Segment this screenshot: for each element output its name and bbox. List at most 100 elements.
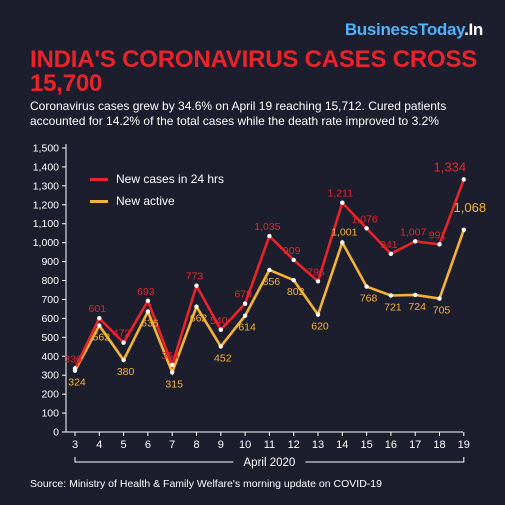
x-tick-label: 13 [312, 439, 324, 451]
legend-item-new-cases: New cases in 24 hrs [90, 168, 224, 190]
data-label-new-cases: 941 [380, 239, 398, 251]
data-label-new-active: 562 [93, 332, 111, 344]
x-tick-label: 16 [385, 439, 397, 451]
data-label-new-active: 662 [190, 313, 208, 325]
data-point-new-cases [194, 283, 199, 288]
y-tick-label: 800 [41, 275, 59, 287]
data-point-new-active [145, 309, 151, 314]
brand-suffix: .In [464, 20, 483, 39]
y-tick-label: 1,300 [33, 180, 59, 192]
x-tick-label: 17 [409, 439, 421, 451]
data-label-new-cases: 1,007 [400, 226, 426, 238]
data-point-new-cases [364, 226, 369, 231]
y-tick-label: 1,000 [33, 237, 59, 249]
y-tick-label: 900 [41, 256, 59, 268]
data-label-new-active: 705 [433, 305, 451, 317]
data-label-new-cases: 1,076 [351, 213, 377, 225]
data-point-new-active [218, 344, 223, 349]
data-point-new-cases [97, 316, 102, 321]
x-tick-label: 18 [433, 439, 445, 451]
data-point-new-cases [413, 239, 418, 244]
data-label-new-cases: 354 [161, 350, 179, 362]
x-tick-label: 19 [458, 439, 470, 451]
data-label-new-cases: 601 [89, 303, 107, 315]
data-label-new-cases: 773 [186, 271, 204, 283]
y-tick-label: 100 [41, 408, 59, 420]
data-point-new-active [121, 357, 126, 363]
y-tick-label: 700 [41, 294, 59, 306]
data-point-new-cases [218, 327, 223, 332]
data-point-new-active [461, 227, 466, 232]
data-point-new-cases [315, 279, 321, 284]
legend-label-new-active: New active [116, 194, 175, 208]
x-axis-label: April 2020 [244, 457, 296, 469]
data-label-new-cases: 472 [113, 328, 131, 340]
data-point-new-cases [121, 340, 126, 345]
data-label-new-active: 315 [165, 378, 183, 390]
data-label-new-cases: 336 [64, 353, 82, 365]
data-point-new-active [315, 312, 321, 317]
x-tick-label: 7 [169, 439, 175, 451]
data-point-new-active [267, 267, 272, 273]
data-label-new-cases: 678 [234, 289, 252, 301]
data-point-new-active [242, 313, 248, 318]
x-tick-label: 9 [218, 439, 224, 451]
page-title: INDIA'S CORONAVIRUS CASES CROSS 15,700 [30, 46, 478, 97]
x-tick-label: 3 [72, 439, 78, 451]
y-tick-label: 600 [41, 313, 59, 325]
x-tick-label: 14 [336, 439, 348, 451]
x-tick-label: 6 [145, 439, 151, 451]
data-label-new-active: 721 [384, 301, 402, 313]
x-tick-label: 12 [288, 439, 300, 451]
data-point-new-active [291, 277, 296, 283]
data-label-new-active: 452 [214, 352, 232, 364]
brand-logo: BusinessToday.In [345, 20, 483, 40]
y-tick-label: 0 [53, 427, 59, 439]
data-point-new-active [437, 296, 442, 301]
y-tick-label: 1,400 [33, 161, 59, 173]
data-point-new-active [364, 284, 369, 289]
x-tick-label: 11 [264, 439, 275, 451]
chart-legend: New cases in 24 hrs New active [90, 168, 224, 212]
data-point-new-cases [242, 301, 248, 306]
data-point-new-cases [267, 233, 272, 239]
y-tick-label: 400 [41, 351, 59, 363]
data-label-new-active: 324 [68, 377, 86, 389]
x-tick-label: 10 [239, 439, 251, 451]
series-line-new-active [73, 229, 466, 376]
data-label-new-cases: 540 [210, 315, 228, 327]
x-tick-label: 8 [193, 439, 199, 451]
brand-name: BusinessToday [344, 20, 465, 39]
data-label-new-active: 620 [311, 321, 329, 333]
data-point-new-cases [461, 177, 466, 182]
legend-label-new-cases: New cases in 24 hrs [116, 172, 225, 186]
data-point-new-cases [340, 200, 345, 205]
data-point-new-cases [170, 362, 175, 368]
data-point-new-active [72, 368, 78, 373]
data-label-new-active: 636 [141, 318, 159, 330]
data-label-new-cases: 909 [283, 245, 301, 257]
x-tick-label: 15 [360, 439, 372, 451]
data-label-new-cases: 991 [429, 229, 447, 241]
data-point-new-active [413, 292, 418, 298]
y-tick-label: 1,100 [33, 218, 59, 230]
source-note: Source: Ministry of Health & Family Welf… [30, 478, 382, 490]
data-point-new-active [170, 370, 175, 375]
y-tick-label: 1,200 [33, 199, 59, 211]
data-label-new-cases: 1,211 [328, 188, 354, 200]
y-tick-label: 200 [41, 389, 59, 401]
x-tick-label: 5 [121, 439, 127, 451]
data-label-new-active: 768 [360, 293, 378, 305]
data-label-new-cases: 693 [137, 286, 155, 298]
data-label-new-cases: 796 [307, 266, 325, 278]
data-point-new-active [388, 293, 394, 298]
data-label-new-active: 380 [117, 366, 135, 378]
data-label-new-active: 724 [408, 301, 426, 313]
data-point-new-cases [145, 298, 151, 303]
data-point-new-active [340, 240, 345, 245]
legend-swatch-yellow [90, 199, 108, 203]
data-label-new-active: 1,068 [454, 200, 487, 215]
data-point-new-active [97, 323, 102, 328]
data-point-new-cases [291, 257, 296, 263]
